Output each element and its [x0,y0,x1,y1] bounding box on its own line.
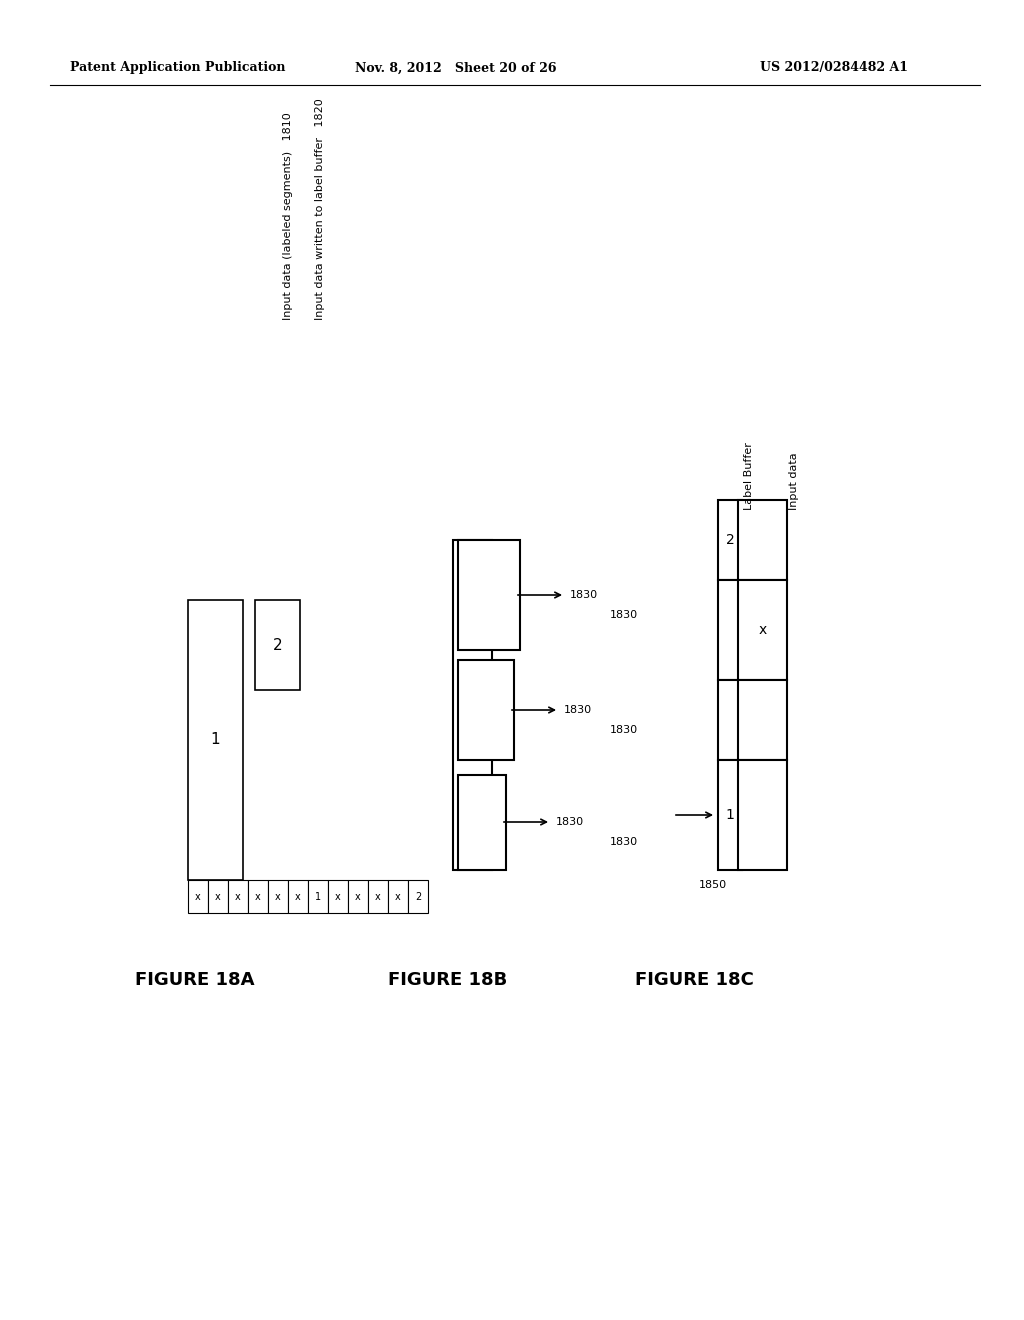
Bar [248,880,268,913]
Bar [718,680,742,760]
Text: Input data: Input data [790,453,799,510]
Text: FIGURE 18C: FIGURE 18C [635,972,754,989]
Text: Input data written to label buffer   1820: Input data written to label buffer 1820 [315,98,325,319]
Text: x: x [236,891,241,902]
Text: Input data (labeled segments)   1810: Input data (labeled segments) 1810 [283,112,293,319]
Text: 1830: 1830 [556,817,584,828]
Text: x: x [215,891,221,902]
Bar [255,601,300,690]
Text: 1: 1 [315,891,322,902]
Text: x: x [355,891,360,902]
Text: 1830: 1830 [610,837,638,847]
Text: FIGURE 18A: FIGURE 18A [135,972,255,989]
Bar [188,601,243,880]
Bar [288,880,308,913]
Bar [208,880,228,913]
Text: 2: 2 [726,533,734,546]
Bar [458,660,514,760]
Bar [738,579,787,680]
Bar [458,540,520,649]
Bar [408,880,428,913]
Text: 1: 1 [726,808,734,822]
Text: x: x [255,891,261,902]
Bar [368,880,388,913]
Bar [188,880,208,913]
Text: x: x [295,891,301,902]
Bar [308,880,328,913]
Bar [738,760,787,870]
Text: x: x [275,891,281,902]
Bar [458,775,506,870]
Text: 2: 2 [272,638,283,652]
Text: x: x [375,891,381,902]
Text: 1830: 1830 [564,705,592,715]
Text: 1: 1 [211,733,220,747]
Text: x: x [335,891,341,902]
Bar [348,880,368,913]
Bar [738,680,787,760]
Text: Label Buffer: Label Buffer [744,442,754,510]
Bar [718,579,742,680]
Text: 1830: 1830 [610,725,638,735]
Text: 1850: 1850 [699,880,727,890]
Bar [718,500,742,579]
Bar [738,500,787,579]
Text: x: x [395,891,400,902]
Bar [388,880,408,913]
Text: 1830: 1830 [570,590,598,601]
Bar [228,880,248,913]
Text: US 2012/0284482 A1: US 2012/0284482 A1 [760,62,908,74]
Text: 2: 2 [415,891,421,902]
Bar [328,880,348,913]
Bar [268,880,288,913]
Text: x: x [196,891,201,902]
Text: x: x [759,623,767,638]
Text: Nov. 8, 2012   Sheet 20 of 26: Nov. 8, 2012 Sheet 20 of 26 [355,62,556,74]
Text: Patent Application Publication: Patent Application Publication [70,62,286,74]
Text: FIGURE 18B: FIGURE 18B [388,972,507,989]
Bar [453,540,492,870]
Text: 1830: 1830 [610,610,638,620]
Bar [718,760,742,870]
